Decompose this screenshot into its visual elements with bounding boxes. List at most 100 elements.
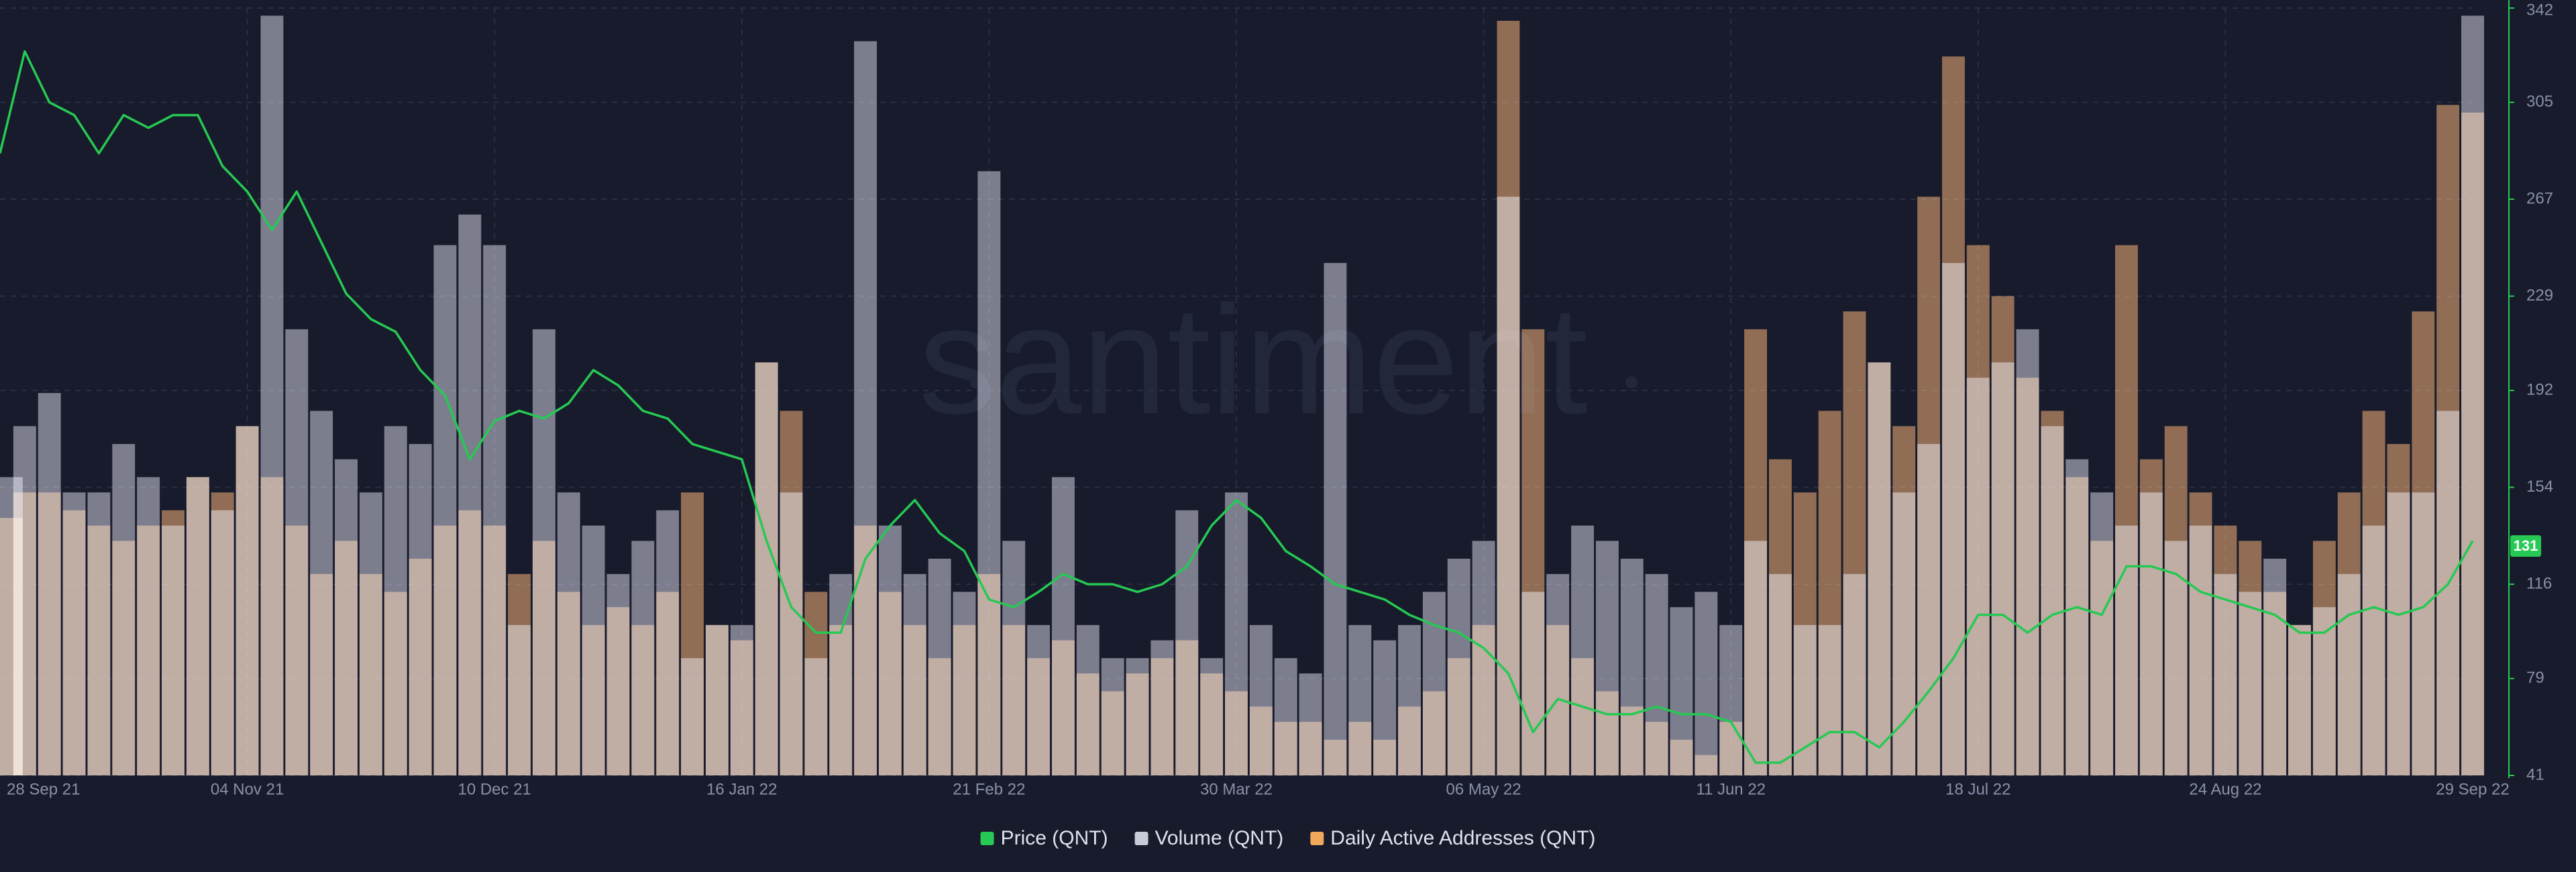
legend-swatch (1310, 832, 1324, 845)
y-tick-label: 342 (2526, 1, 2553, 19)
bar (2412, 311, 2435, 776)
bar (2263, 592, 2287, 775)
bar (1447, 658, 1470, 775)
x-tick-label: 10 Dec 21 (458, 780, 531, 798)
bar (1818, 411, 1841, 775)
bar (2041, 411, 2064, 775)
y-tick-label: 267 (2526, 189, 2553, 207)
legend: Price (QNT) Volume (QNT) Daily Active Addr… (980, 827, 1595, 849)
bar (137, 525, 160, 775)
bar (1027, 658, 1051, 775)
bar (1348, 722, 1372, 775)
bar (1200, 673, 1224, 775)
bar (1991, 296, 2015, 775)
watermark-dot (1625, 376, 1638, 388)
legend-swatch (1134, 832, 1148, 845)
bar (310, 574, 333, 775)
bar (2164, 426, 2188, 775)
bar (2065, 477, 2089, 775)
bar (1843, 311, 1866, 776)
legend-label: Price (QNT) (1001, 827, 1108, 849)
bar (1620, 706, 1644, 775)
bar (1472, 624, 1495, 775)
bar (2461, 112, 2484, 775)
lines (0, 50, 2474, 764)
bar (2288, 624, 2311, 775)
bar (780, 411, 803, 775)
bar (2090, 541, 2114, 775)
x-tick-label: 29 Sep 22 (2436, 780, 2509, 798)
bar (1175, 640, 1199, 775)
bar (1695, 755, 1718, 775)
bar (2189, 492, 2212, 775)
bar (606, 607, 630, 775)
bar (681, 492, 704, 775)
bar (1966, 245, 1990, 775)
legend-label: Volume (QNT) (1155, 827, 1284, 849)
bar (62, 510, 86, 775)
bar (1373, 739, 1397, 775)
bar (928, 658, 951, 775)
current-value-badge (2510, 535, 2541, 557)
current-value-label: 131 (2514, 537, 2538, 554)
bar (483, 525, 506, 775)
bar (879, 592, 902, 775)
bar (1744, 329, 1768, 775)
bar (1225, 691, 1248, 775)
bar (903, 624, 926, 775)
bar (2436, 105, 2460, 776)
y-tick-label: 305 (2526, 93, 2553, 111)
bar (2362, 411, 2385, 775)
x-tick-label: 16 Jan 22 (706, 780, 777, 798)
bar (1521, 329, 1545, 775)
bar (1941, 56, 1965, 775)
bar (433, 525, 457, 775)
bar (235, 426, 259, 775)
bar (1497, 21, 1520, 776)
legend-swatch (980, 832, 994, 845)
bar (755, 362, 778, 775)
price-line (0, 50, 2474, 764)
bar (1324, 263, 1347, 776)
watermark: santiment (918, 274, 1587, 446)
bar (508, 574, 531, 775)
bar (211, 492, 234, 775)
bar (854, 525, 877, 775)
bar (1274, 722, 1297, 775)
bar (2016, 378, 2039, 775)
bar (730, 640, 753, 775)
bar (409, 558, 432, 775)
bar (1126, 673, 1149, 775)
y-tick-label: 229 (2526, 286, 2553, 305)
x-tick-label: 24 Aug 22 (2189, 780, 2261, 798)
bar (1101, 691, 1124, 775)
bar (2115, 245, 2138, 775)
bar (1150, 658, 1174, 775)
watermark-group: santiment (918, 274, 1638, 446)
x-tick-label: 04 Nov 21 (211, 780, 284, 798)
bar (1917, 197, 1941, 776)
bar (1868, 362, 1891, 775)
bar (953, 624, 976, 775)
bar (1324, 739, 1347, 775)
bar (1670, 739, 1693, 775)
bar (38, 492, 61, 775)
bar (977, 574, 1001, 775)
y-tick-label: 79 (2526, 669, 2544, 687)
y-tick-label: 154 (2526, 478, 2553, 496)
bar (186, 477, 209, 775)
bar (1398, 706, 1421, 775)
bar (384, 592, 407, 775)
bar (2312, 541, 2336, 775)
bar (1793, 492, 1817, 775)
bar (260, 477, 284, 775)
x-tick-label: 28 Sep 21 (7, 780, 80, 798)
bar (1052, 640, 1075, 775)
legend-label: Daily Active Addresses (QNT) (1330, 827, 1595, 849)
y-tick-label: 41 (2526, 765, 2544, 783)
bar (1249, 706, 1273, 775)
bar (1002, 624, 1026, 775)
bar (1892, 426, 1916, 775)
